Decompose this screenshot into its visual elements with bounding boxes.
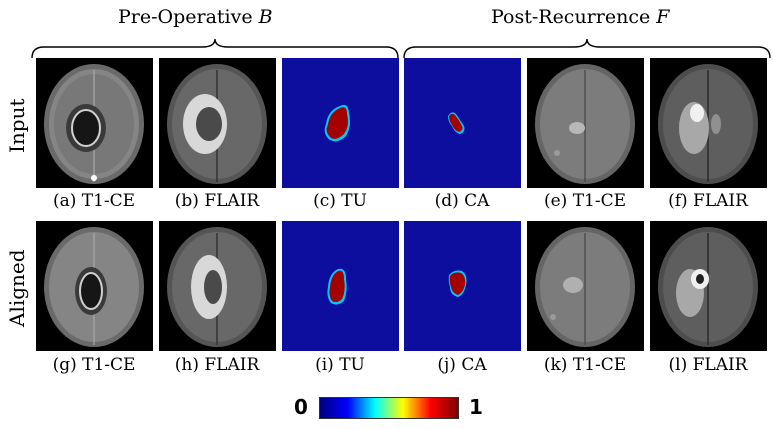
panel-f-flair (650, 58, 767, 188)
panel-l-flair (650, 221, 767, 351)
caption-i: (i) TU (315, 355, 365, 375)
panel-a-t1ce (36, 58, 153, 188)
post-recurrence-title-text: Post-Recurrence (491, 6, 657, 28)
panel-d-ca (404, 58, 521, 188)
pre-operative-brace (31, 38, 399, 59)
pre-operative-title: Pre-Operative B (118, 6, 273, 28)
panel-i-tu (282, 221, 399, 351)
post-recurrence-brace (403, 38, 771, 59)
post-recurrence-title: Post-Recurrence F (491, 6, 669, 28)
panel-e-t1ce (527, 58, 644, 188)
caption-l: (l) FLAIR (668, 355, 748, 375)
colorbar-max-label: 1 (469, 395, 483, 419)
panel-h-flair (159, 221, 276, 351)
caption-g: (g) T1-CE (52, 355, 136, 375)
colorbar-min-label: 0 (294, 395, 308, 419)
colorbar (319, 397, 459, 419)
caption-k: (k) T1-CE (543, 355, 627, 375)
caption-c: (c) TU (313, 191, 367, 211)
caption-b: (b) FLAIR (174, 191, 260, 211)
panel-b-flair (159, 58, 276, 188)
caption-f: (f) FLAIR (668, 191, 748, 211)
post-recurrence-var: F (656, 6, 670, 28)
pre-operative-var: B (258, 6, 273, 28)
caption-j: (j) CA (437, 355, 487, 375)
row-label-input: Input (5, 98, 29, 153)
caption-a: (a) T1-CE (52, 191, 136, 211)
caption-e: (e) T1-CE (543, 191, 627, 211)
caption-h: (h) FLAIR (174, 355, 260, 375)
panel-g-t1ce (36, 221, 153, 351)
panel-c-tu (282, 58, 399, 188)
pre-operative-title-text: Pre-Operative (118, 6, 259, 28)
caption-d: (d) CA (434, 191, 490, 211)
panel-j-ca (404, 221, 521, 351)
panel-k-t1ce (527, 221, 644, 351)
row-label-aligned: Aligned (5, 249, 29, 327)
